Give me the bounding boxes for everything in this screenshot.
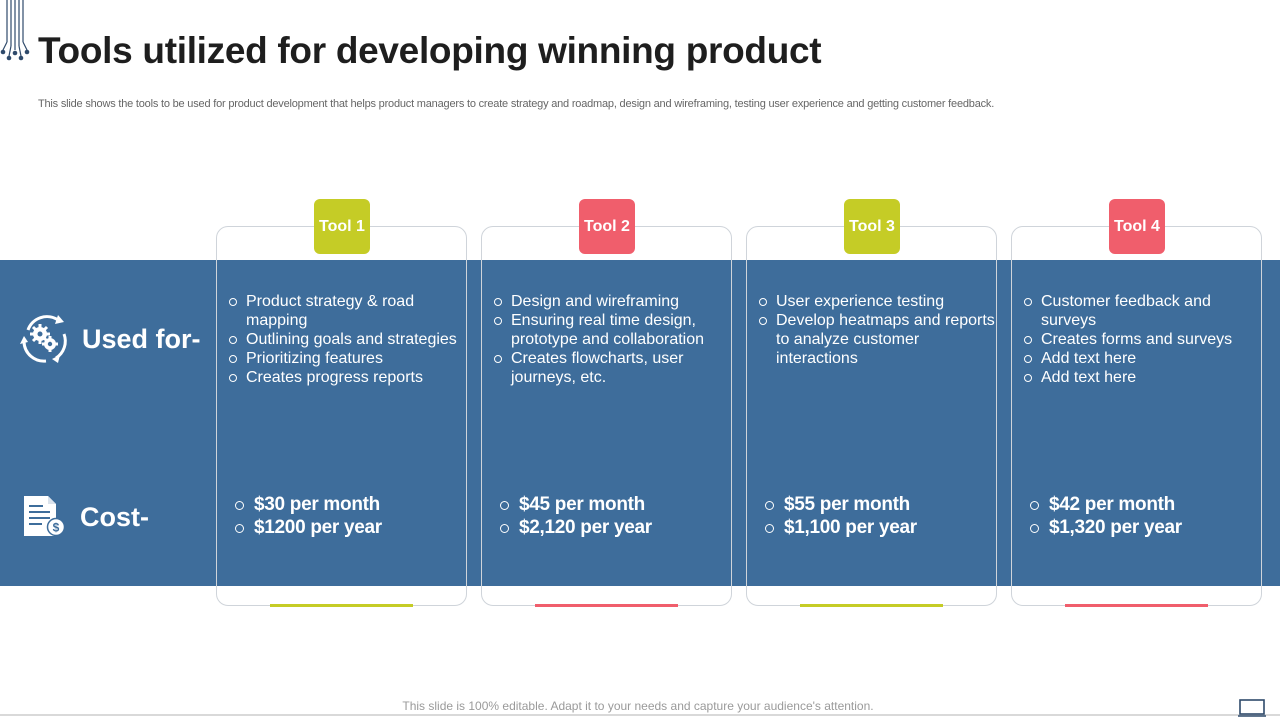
tool-costs-list: $55 per month $1,100 per year xyxy=(765,493,995,539)
tool-card-2: Tool 2 Design and wireframing Ensuring r… xyxy=(481,199,732,607)
bottom-divider xyxy=(0,714,1280,716)
used-for-label: Used for- xyxy=(82,323,201,354)
list-item: Ensuring real time design, prototype and… xyxy=(494,311,730,349)
tool-uses-list: Product strategy & road mapping Outlinin… xyxy=(229,292,465,387)
list-item: Add text here xyxy=(1024,368,1260,387)
cost-row-label: $ Cost- xyxy=(18,494,149,540)
list-item: Design and wireframing xyxy=(494,292,730,311)
invoice-dollar-icon: $ xyxy=(24,496,66,537)
cost-label: Cost- xyxy=(80,501,149,532)
tool-card-3: Tool 3 User experience testing Develop h… xyxy=(746,199,997,607)
presentation-screen-icon[interactable] xyxy=(1238,698,1268,718)
tool-uses-list: Customer feedback and surveys Creates fo… xyxy=(1024,292,1260,387)
tool-card-1: Tool 1 Product strategy & road mapping O… xyxy=(216,199,467,607)
tool-costs-list: $42 per month $1,320 per year xyxy=(1030,493,1260,539)
cost-item: $42 per month xyxy=(1030,493,1260,516)
tool-badge: Tool 4 xyxy=(1109,199,1165,254)
list-item: Prioritizing features xyxy=(229,349,465,368)
tool-costs-list: $30 per month $1200 per year xyxy=(235,493,465,539)
card-accent-line xyxy=(535,604,678,607)
cost-item: $1,320 per year xyxy=(1030,516,1260,539)
list-item: User experience testing xyxy=(759,292,995,311)
content-band xyxy=(0,260,1280,586)
tool-badge: Tool 3 xyxy=(844,199,900,254)
cost-item: $1200 per year xyxy=(235,516,465,539)
page-title: Tools utilized for developing winning pr… xyxy=(38,30,822,71)
cost-item: $1,100 per year xyxy=(765,516,995,539)
list-item: Customer feedback and surveys xyxy=(1024,292,1260,330)
page-subtitle: This slide shows the tools to be used fo… xyxy=(38,98,995,110)
used-for-row-label: Used for- xyxy=(18,312,201,366)
tool-card-4: Tool 4 Customer feedback and surveys Cre… xyxy=(1011,199,1262,607)
svg-text:$: $ xyxy=(53,521,60,535)
list-item: Creates flowcharts, user journeys, etc. xyxy=(494,349,730,387)
cost-item: $2,120 per year xyxy=(500,516,730,539)
list-item: Product strategy & road mapping xyxy=(229,292,465,330)
footer-note: This slide is 100% editable. Adapt it to… xyxy=(402,699,874,713)
tool-costs-list: $45 per month $2,120 per year xyxy=(500,493,730,539)
card-accent-line xyxy=(800,604,943,607)
cost-item: $30 per month xyxy=(235,493,465,516)
card-accent-line xyxy=(1065,604,1208,607)
tool-badge: Tool 2 xyxy=(579,199,635,254)
tool-uses-list: User experience testing Develop heatmaps… xyxy=(759,292,995,368)
cost-item: $55 per month xyxy=(765,493,995,516)
list-item: Add text here xyxy=(1024,349,1260,368)
card-accent-line xyxy=(270,604,413,607)
tool-badge: Tool 1 xyxy=(314,199,370,254)
list-item: Develop heatmaps and reports to analyze … xyxy=(759,311,995,368)
list-item: Creates progress reports xyxy=(229,368,465,387)
gears-cycle-icon xyxy=(20,315,67,363)
list-item: Creates forms and surveys xyxy=(1024,330,1260,349)
circuit-decoration-icon xyxy=(0,0,30,61)
list-item: Outlining goals and strategies xyxy=(229,330,465,349)
tool-uses-list: Design and wireframing Ensuring real tim… xyxy=(494,292,730,387)
cost-item: $45 per month xyxy=(500,493,730,516)
